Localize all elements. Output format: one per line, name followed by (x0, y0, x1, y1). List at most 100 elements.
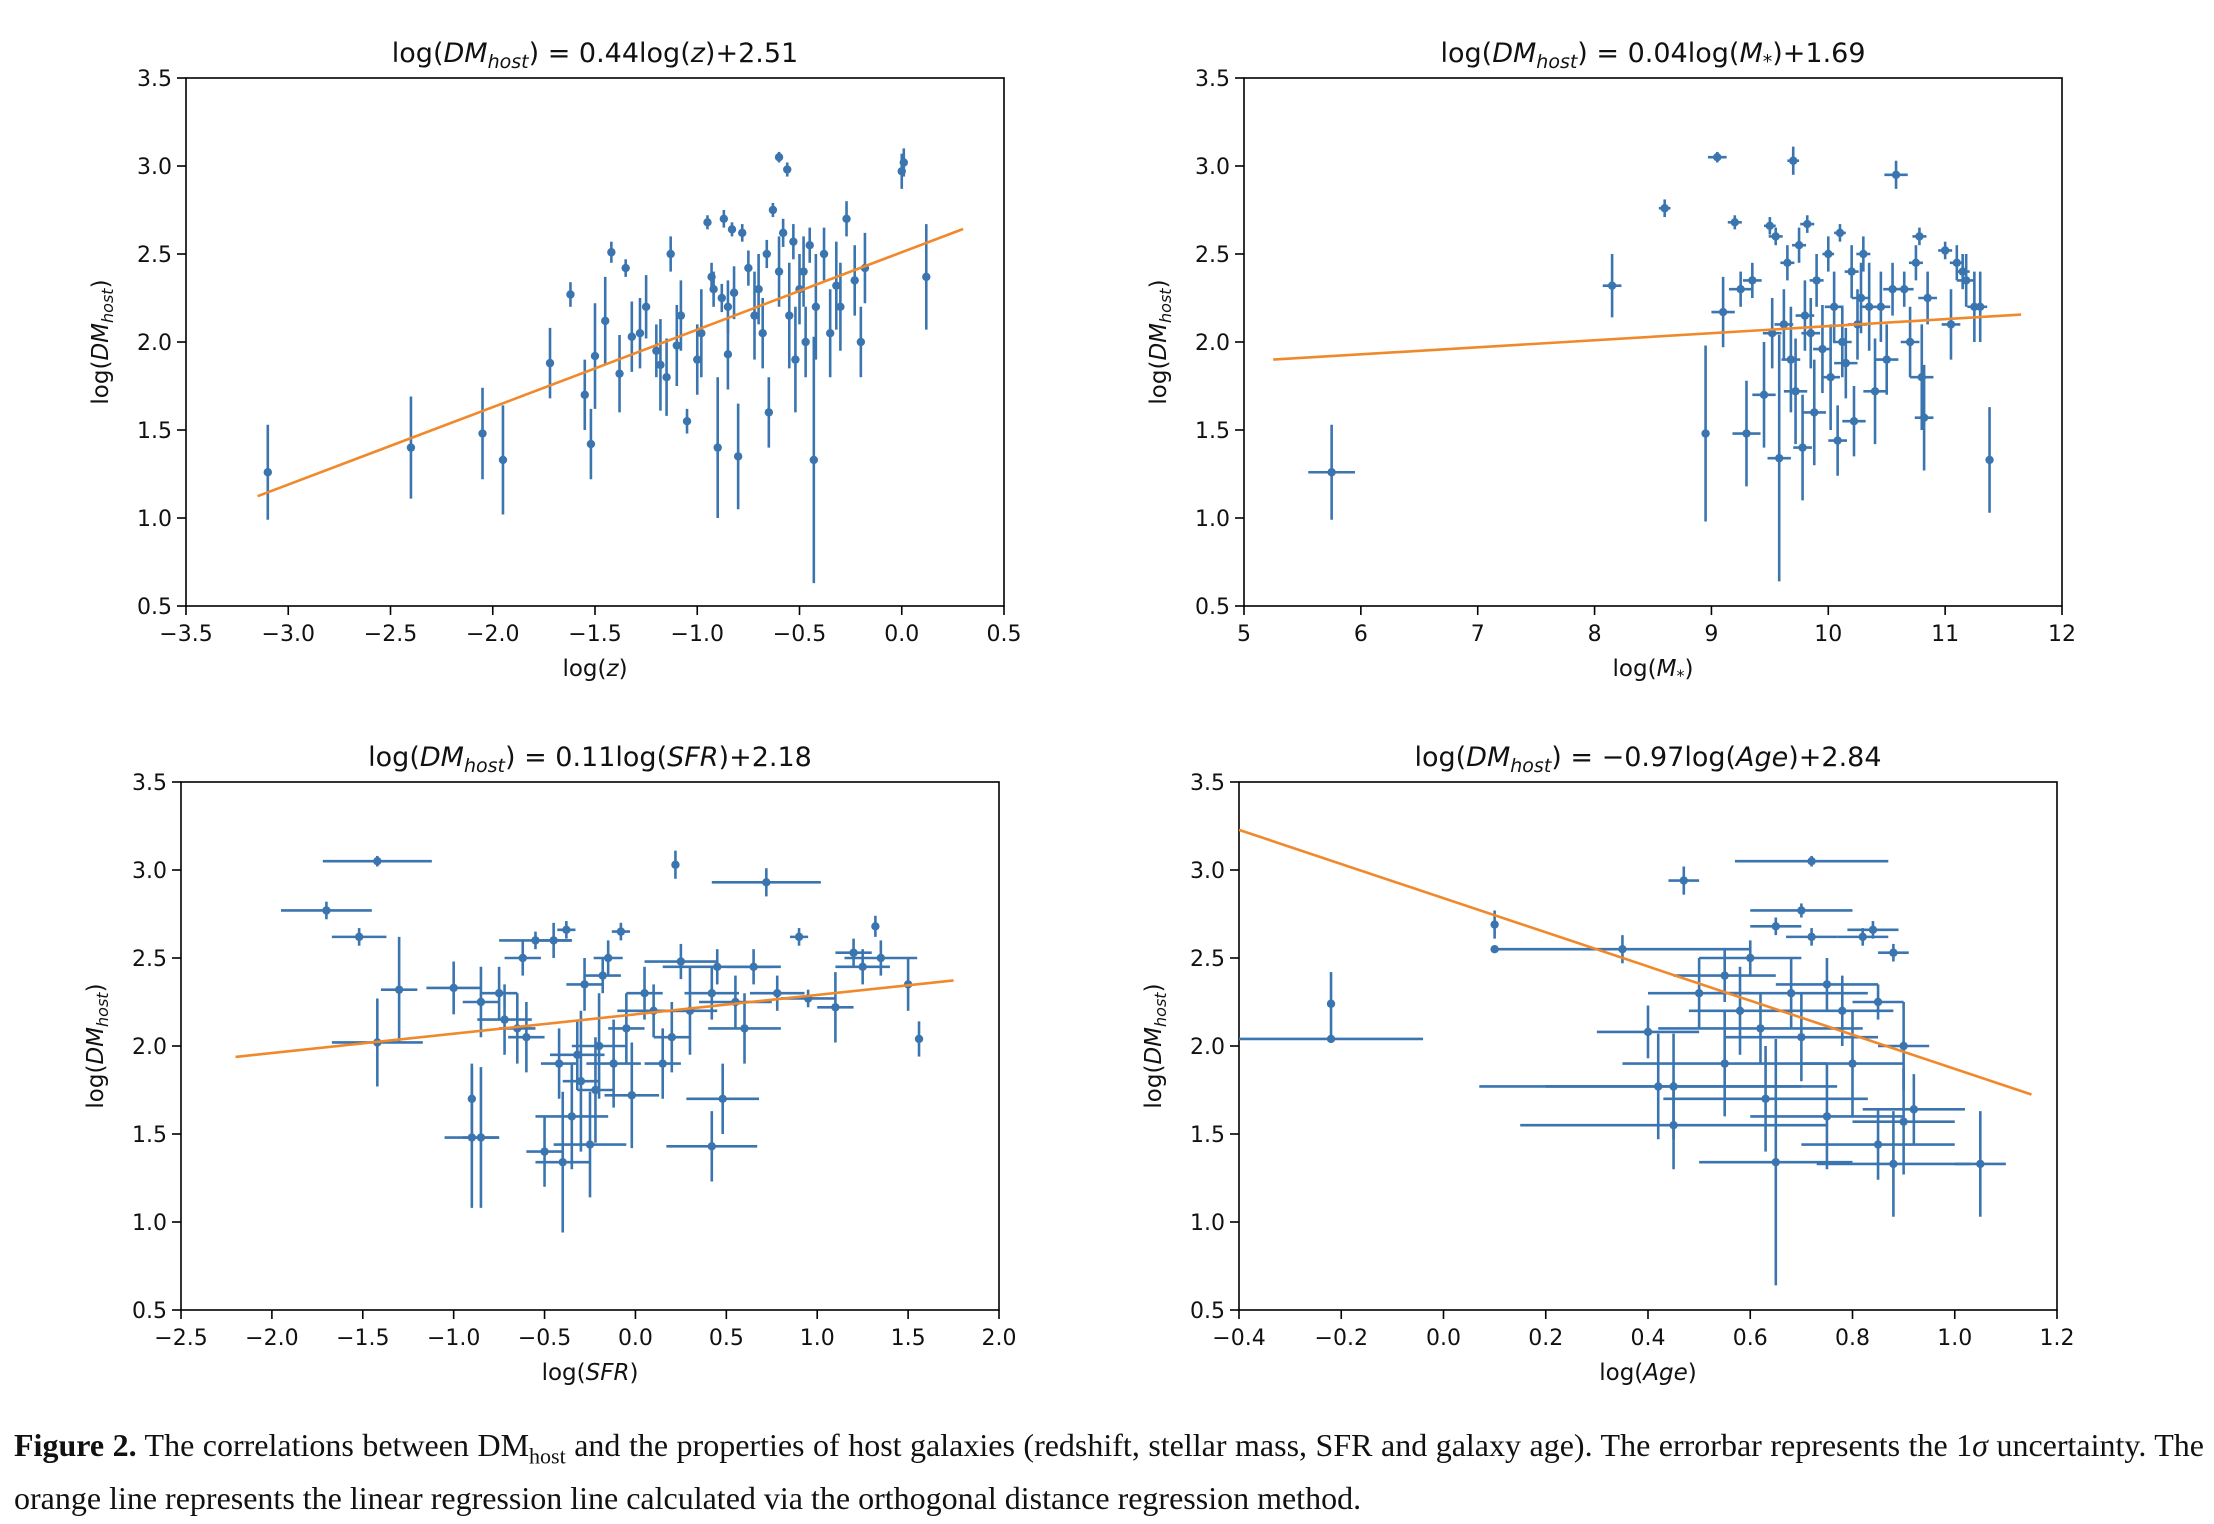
data-point (1746, 953, 1755, 963)
data-point (594, 1041, 604, 1051)
data-point (713, 962, 722, 971)
x-tick-label: −0.5 (773, 622, 826, 647)
data-point (1899, 1041, 1908, 1051)
data-point (799, 267, 808, 276)
data-point (667, 1033, 676, 1042)
chart-title: log(DMhost) = 0.44log(z)+2.51 (392, 38, 798, 73)
data-point (801, 337, 810, 347)
data-point (573, 1050, 582, 1060)
x-tick-label: 1.0 (1937, 1326, 1972, 1351)
data-point (627, 332, 637, 341)
chart-title: log(DMhost) = −0.97log(Age)+2.84 (1414, 742, 1881, 777)
data-point (1807, 857, 1816, 866)
y-tick-label: 1.5 (137, 419, 172, 444)
data-point (1767, 329, 1777, 338)
x-tick-label: −0.4 (1212, 1326, 1265, 1351)
data-point (540, 1147, 549, 1156)
data-point (1618, 945, 1627, 954)
data-point (1800, 311, 1810, 320)
data-point (1797, 1033, 1806, 1042)
data-point (778, 228, 788, 238)
data-point (394, 985, 404, 994)
data-layer (235, 850, 954, 1233)
data-point (545, 358, 555, 368)
data-point (622, 1024, 631, 1033)
data-point (1775, 453, 1784, 463)
data-point (1868, 925, 1878, 935)
data-point (658, 1059, 667, 1068)
x-tick-label: 0.5 (709, 1326, 744, 1351)
data-point (518, 953, 527, 963)
data-point (476, 997, 486, 1007)
data-point (263, 468, 272, 477)
data-point (1713, 153, 1722, 162)
y-axis-label: log(DMhost) (1146, 279, 1175, 404)
data-point (774, 153, 784, 162)
data-point (603, 953, 613, 963)
data-point (738, 228, 747, 238)
y-tick-label: 2.5 (1190, 947, 1225, 972)
x-tick-label: 1.0 (800, 1326, 835, 1351)
data-point (1694, 989, 1704, 998)
figure: −3.5 −3.0 −2.5 −2.0 −1.5 −1.0 −0.5 0.0 0.5 0.5 1.0… (83, 38, 2076, 1386)
data-point (1882, 355, 1891, 364)
data-point (1761, 1094, 1770, 1104)
data-point (1826, 373, 1835, 382)
data-point (1806, 329, 1815, 338)
data-point (1870, 387, 1880, 396)
y-tick-label: 3.0 (137, 155, 172, 180)
data-point (774, 267, 784, 276)
y-tick-label: 1.5 (1190, 1123, 1225, 1148)
data-point (1859, 249, 1868, 259)
data-layer (1239, 828, 2032, 1286)
data-point (449, 983, 458, 993)
data-point (723, 350, 733, 359)
data-point (805, 241, 814, 250)
y-tick-label: 1.0 (1195, 507, 1230, 532)
data-point (373, 857, 382, 866)
data-point (1803, 219, 1812, 229)
caption-sigma: σ (1972, 1427, 1988, 1463)
data-point (671, 860, 680, 869)
caption-label: Figure 2. (14, 1427, 137, 1463)
x-axis-label: log(Age) (1599, 1360, 1697, 1386)
data-point (1899, 1117, 1908, 1126)
data-point (627, 1091, 637, 1100)
x-tick-label: −1.5 (568, 622, 621, 647)
data-point (1789, 156, 1798, 165)
data-point (1946, 320, 1956, 329)
data-point (1919, 413, 1929, 422)
y-tick-label: 0.5 (1190, 1299, 1225, 1324)
data-point (554, 1059, 564, 1068)
data-point (1961, 276, 1971, 285)
data-point (1848, 1059, 1857, 1068)
data-point (1838, 1006, 1847, 1015)
data-point (842, 214, 851, 223)
x-axis-label: log(M*) (1613, 656, 1694, 685)
data-point (718, 1094, 727, 1104)
data-point (729, 288, 739, 297)
data-point (856, 337, 866, 347)
y-tick-label: 2.5 (132, 947, 167, 972)
data-point (1858, 932, 1867, 942)
y-tick-label: 1.5 (1195, 419, 1230, 444)
data-point (1841, 358, 1851, 368)
data-point (1923, 293, 1932, 303)
x-tick-label: −2.0 (245, 1326, 298, 1351)
data-point (607, 248, 616, 257)
data-point (1660, 204, 1669, 213)
x-tick-label: 0.2 (1528, 1326, 1563, 1351)
data-point (768, 205, 778, 215)
data-point (876, 953, 886, 963)
data-point (871, 922, 880, 931)
data-point (652, 346, 661, 355)
x-tick-label: 5 (1237, 622, 1251, 647)
chart-title: log(DMhost) = 0.11log(SFR)+2.18 (368, 742, 812, 777)
data-layer (1273, 146, 2022, 582)
data-point (1856, 293, 1866, 303)
x-tick-label: −2.5 (364, 622, 417, 647)
x-tick-label: 1.2 (2040, 1326, 2075, 1351)
data-point (740, 1024, 749, 1033)
x-tick-label: 0.5 (987, 622, 1022, 647)
x-tick-label: −2.0 (466, 622, 519, 647)
